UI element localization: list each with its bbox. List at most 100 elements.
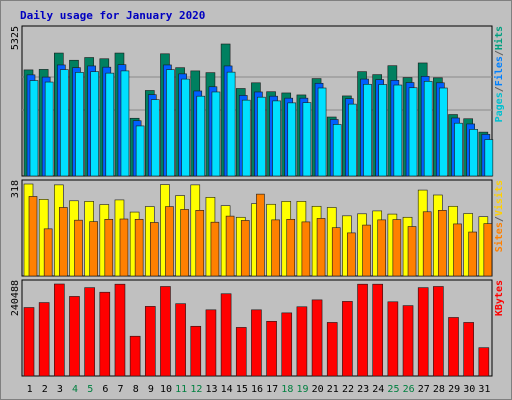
bar-kbytes-day-8 bbox=[129, 335, 141, 377]
bar-kbytes-day-23 bbox=[357, 283, 368, 377]
bar-sites-day-16 bbox=[256, 193, 265, 277]
ymax-label: 240488 bbox=[10, 280, 21, 316]
bar-kbytes-day-13 bbox=[205, 309, 217, 377]
bar-kbytes-day-14 bbox=[220, 293, 232, 377]
bar-kbytes-day-5 bbox=[84, 287, 95, 377]
bar-sites-day-29 bbox=[453, 223, 462, 277]
bar-pages-day-4 bbox=[75, 72, 84, 177]
legend-item: Files bbox=[493, 56, 505, 86]
bar-pages-day-10 bbox=[166, 69, 175, 177]
legend-item: / bbox=[494, 86, 505, 92]
x-tick-label: 19 bbox=[296, 384, 308, 395]
bar-sites-day-2 bbox=[43, 228, 53, 277]
bar-pages-day-19 bbox=[302, 102, 312, 177]
bar-sites-day-4 bbox=[74, 219, 83, 277]
bar-kbytes-day-7 bbox=[114, 283, 126, 377]
bar-kbytes-day-24 bbox=[372, 283, 384, 377]
bar-kbytes-day-17 bbox=[266, 320, 277, 377]
bar-sites-day-26 bbox=[407, 226, 417, 277]
bar-pages-day-18 bbox=[287, 102, 297, 177]
bar-kbytes-day-4 bbox=[69, 296, 80, 377]
x-tick-label: 8 bbox=[133, 384, 139, 395]
x-tick-label: 2 bbox=[42, 384, 48, 395]
x-tick-label: 31 bbox=[478, 384, 490, 395]
bar-pages-day-21 bbox=[332, 124, 342, 177]
x-tick-label: 15 bbox=[236, 384, 248, 395]
x-tick-label: 23 bbox=[357, 384, 369, 395]
bar-pages-day-16 bbox=[257, 96, 266, 177]
bar-sites-day-31 bbox=[483, 223, 493, 277]
bar-sites-day-17 bbox=[271, 219, 280, 277]
bar-sites-day-25 bbox=[392, 219, 402, 277]
bar-kbytes-day-22 bbox=[342, 301, 353, 377]
bar-sites-day-12 bbox=[195, 210, 205, 277]
bar-sites-day-11 bbox=[180, 209, 189, 277]
bar-sites-day-21 bbox=[331, 227, 341, 277]
x-tick-label: 26 bbox=[403, 384, 415, 395]
x-tick-label: 22 bbox=[342, 384, 354, 395]
x-tick-label: 11 bbox=[175, 384, 187, 395]
bar-sites-day-28 bbox=[438, 210, 447, 277]
x-tick-label: 30 bbox=[463, 384, 475, 395]
bar-kbytes-day-12 bbox=[190, 325, 202, 377]
bar-kbytes-day-18 bbox=[281, 312, 293, 377]
bar-kbytes-day-25 bbox=[387, 301, 399, 377]
x-tick-label: 16 bbox=[251, 384, 263, 395]
bar-kbytes-day-27 bbox=[417, 287, 429, 377]
bar-kbytes-day-1 bbox=[23, 307, 35, 377]
x-tick-label: 29 bbox=[448, 384, 460, 395]
bar-kbytes-day-21 bbox=[326, 322, 338, 377]
x-tick-label: 6 bbox=[102, 384, 108, 395]
bar-sites-day-7 bbox=[119, 218, 129, 277]
bar-pages-day-9 bbox=[150, 99, 160, 177]
bar-pages-day-3 bbox=[60, 69, 69, 177]
legend: KBytes bbox=[494, 280, 505, 316]
bar-kbytes-day-30 bbox=[463, 322, 474, 377]
bar-pages-day-17 bbox=[272, 100, 281, 177]
bar-sites-day-30 bbox=[468, 231, 477, 277]
bar-kbytes-day-10 bbox=[160, 286, 171, 377]
x-tick-label: 1 bbox=[27, 384, 33, 395]
bar-pages-day-31 bbox=[484, 139, 494, 177]
x-tick-label: 3 bbox=[57, 384, 63, 395]
bar-pages-day-25 bbox=[393, 84, 403, 177]
bar-sites-day-27 bbox=[422, 211, 432, 277]
legend-item: Sites bbox=[493, 222, 505, 252]
bar-pages-day-20 bbox=[317, 87, 327, 177]
bar-sites-day-18 bbox=[286, 218, 296, 277]
bar-kbytes-day-19 bbox=[296, 306, 308, 377]
bar-kbytes-day-15 bbox=[235, 327, 247, 377]
x-tick-label: 7 bbox=[118, 384, 124, 395]
legend: Pages/Files/Hits bbox=[493, 26, 505, 122]
legend-item: Pages bbox=[494, 92, 505, 122]
x-tick-label: 27 bbox=[418, 384, 430, 395]
bar-pages-day-23 bbox=[363, 83, 372, 177]
bar-sites-day-6 bbox=[104, 218, 114, 277]
bar-sites-day-8 bbox=[134, 218, 144, 277]
legend: Sites/Visits bbox=[493, 180, 505, 252]
panel-kbytes: 240488 KBytes bbox=[10, 279, 505, 377]
bar-sites-day-9 bbox=[149, 222, 159, 277]
chart-title: Daily usage for January 2020 bbox=[20, 9, 205, 22]
x-tick-label: 25 bbox=[387, 384, 399, 395]
bar-sites-day-5 bbox=[89, 221, 98, 277]
bar-pages-day-5 bbox=[90, 71, 99, 177]
legend-item: Hits bbox=[493, 26, 505, 50]
x-tick-label: 24 bbox=[372, 384, 384, 395]
x-tick-label: 20 bbox=[312, 384, 324, 395]
legend-item: / bbox=[494, 216, 505, 222]
x-tick-label: 28 bbox=[433, 384, 445, 395]
bar-kbytes-day-2 bbox=[38, 302, 50, 377]
bar-pages-day-7 bbox=[120, 70, 130, 177]
bar-sites-day-1 bbox=[28, 196, 38, 277]
bar-kbytes-day-20 bbox=[311, 299, 323, 377]
bar-kbytes-day-29 bbox=[448, 317, 459, 377]
x-tick-label: 4 bbox=[72, 384, 78, 395]
bar-pages-day-30 bbox=[469, 129, 478, 177]
bar-pages-day-29 bbox=[454, 122, 463, 177]
x-tick-label: 10 bbox=[160, 384, 172, 395]
bar-pages-day-2 bbox=[44, 81, 54, 177]
ymax-label: 5325 bbox=[10, 26, 21, 50]
